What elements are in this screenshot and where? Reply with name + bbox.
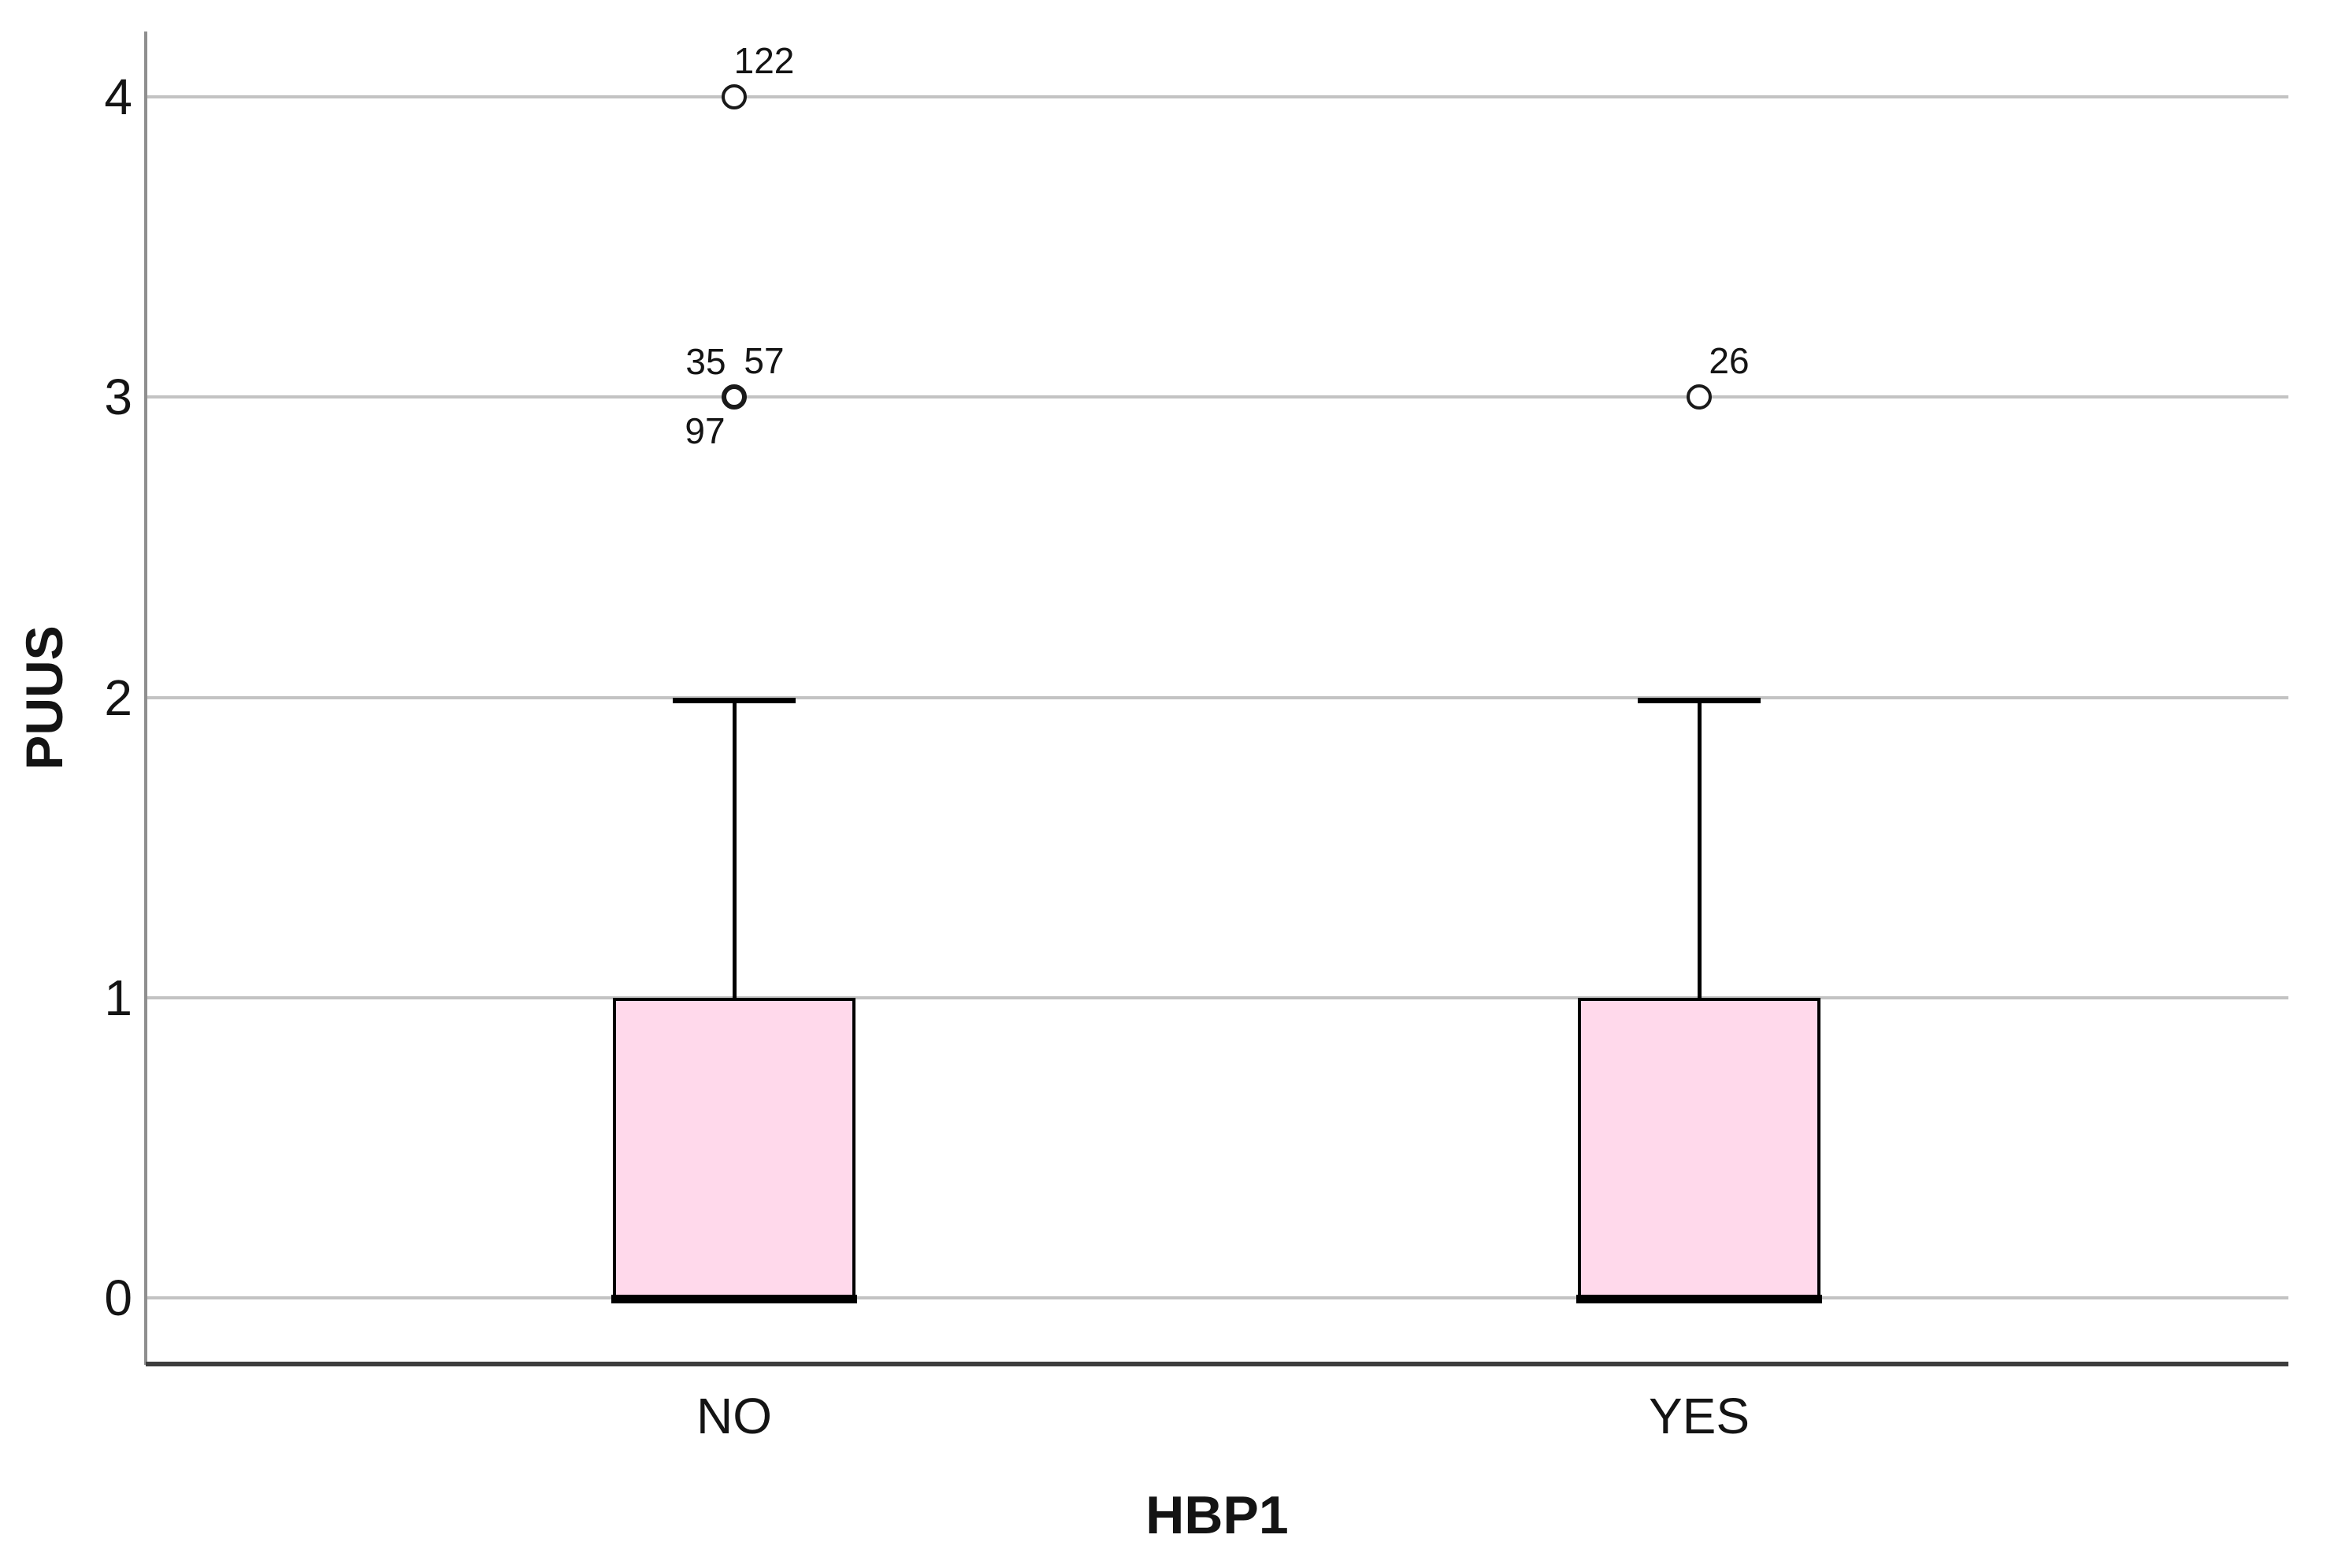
outlier-point (722, 84, 747, 109)
y-axis-title: PUUS (15, 625, 73, 770)
y-tick-label: 3 (104, 369, 132, 426)
outlier-case-label: 26 (1709, 340, 1750, 382)
outlier-case-label: 122 (733, 40, 795, 81)
y-tick-label: 4 (104, 69, 132, 125)
x-axis-line (146, 1362, 2288, 1366)
outlier-point (722, 384, 747, 410)
y-tick-label: 0 (104, 1270, 132, 1326)
median-line (1576, 1295, 1822, 1303)
y-tick-label: 2 (104, 669, 132, 726)
gridline-y-3 (146, 395, 2288, 399)
y-tick-label: 1 (104, 969, 132, 1026)
gridline-y-4 (146, 95, 2288, 98)
median-line (611, 1295, 857, 1303)
outlier-point (1687, 384, 1712, 410)
x-axis-title: HBP1 (1145, 1485, 1289, 1545)
outlier-case-label: 57 (744, 340, 785, 382)
box-no (613, 997, 855, 1302)
gridline-y-1 (146, 995, 2288, 999)
whisker-line (1698, 697, 1702, 998)
y-axis-line (144, 32, 147, 1365)
outlier-case-label: 35 (685, 341, 726, 383)
outlier-case-label: 97 (685, 410, 726, 452)
whisker-line (733, 697, 737, 998)
gridline-y-0 (146, 1296, 2288, 1299)
box-yes (1578, 997, 1820, 1302)
x-tick-label-no: NO (696, 1388, 772, 1444)
gridline-y-2 (146, 695, 2288, 699)
x-tick-label-yes: YES (1648, 1388, 1750, 1444)
